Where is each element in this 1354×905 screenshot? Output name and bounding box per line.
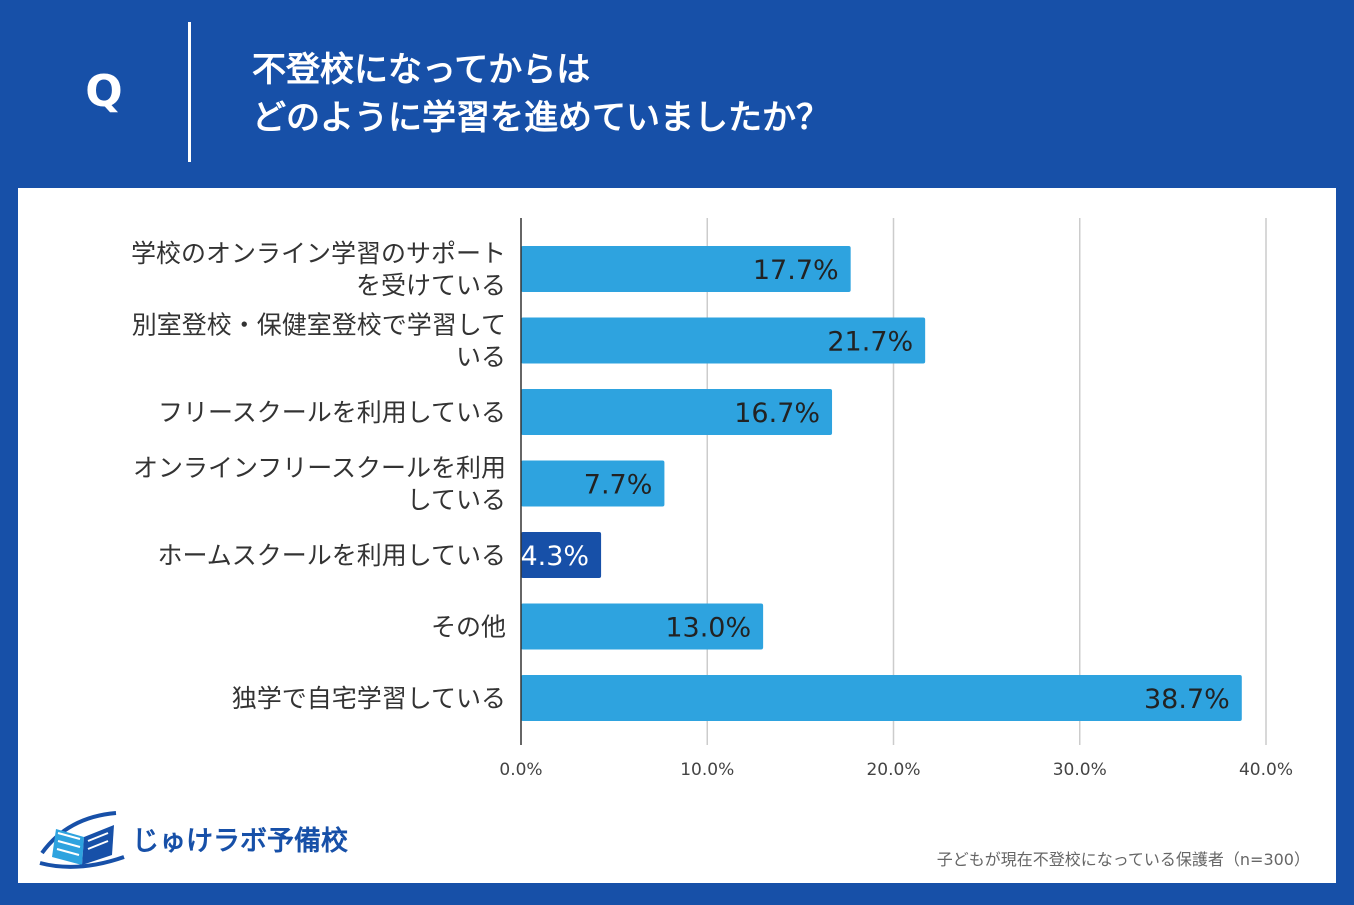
category-label: オンラインフリースクールを利用 <box>133 454 506 483</box>
question-line-1: 不登校になってからは <box>252 50 591 90</box>
x-tick-label: 20.0% <box>866 760 920 780</box>
data-label: 16.7% <box>734 398 820 429</box>
logo-text: じゅけラボ予備校 <box>132 826 348 857</box>
x-tick-label: 10.0% <box>680 760 734 780</box>
open-book-icon <box>39 811 125 869</box>
chart-panel: 17.7% 学校のオンライン学習のサポートを受けている 21.7% 別室登校・保健室登… <box>18 188 1336 883</box>
x-tick-label: 0.0% <box>499 760 542 780</box>
category-label: 別室登校・保健室登校で学習して <box>132 311 506 340</box>
category-label: いる <box>456 343 506 372</box>
category-label: その他 <box>431 613 506 642</box>
data-label: 17.7% <box>753 255 839 286</box>
category-label: フリースクールを利用している <box>158 398 506 427</box>
question-header: Q 不登校になってからは どのように学習を進めていましたか？ <box>0 0 1354 188</box>
question-line-2: どのように学習を進めていましたか？ <box>252 98 830 138</box>
data-label: 4.3% <box>520 541 589 572</box>
category-label: している <box>407 486 506 515</box>
data-label: 21.7% <box>827 327 913 358</box>
data-label: 7.7% <box>584 470 653 501</box>
bar <box>521 389 833 435</box>
bar <box>521 603 764 650</box>
bar <box>521 460 665 507</box>
category-label: 独学で自宅学習している <box>232 684 506 713</box>
question-title: 不登校になってからは どのように学習を進めていましたか？ <box>252 46 1302 142</box>
category-label: ホームスクールを利用している <box>157 541 506 570</box>
bar <box>521 675 1242 721</box>
header-divider <box>188 22 191 162</box>
bar <box>521 246 851 292</box>
bar <box>521 317 926 364</box>
x-tick-label: 30.0% <box>1053 760 1107 780</box>
x-tick-label: 40.0% <box>1239 760 1293 780</box>
q-mark: Q <box>85 66 123 117</box>
bar <box>521 532 602 578</box>
category-label: 学校のオンライン学習のサポート <box>131 239 506 268</box>
sample-note: 子どもが現在不登校になっている保護者（n=300） <box>936 850 1310 869</box>
category-label: を受けている <box>356 271 506 300</box>
data-label: 38.7% <box>1144 684 1230 715</box>
data-label: 13.0% <box>665 613 751 644</box>
